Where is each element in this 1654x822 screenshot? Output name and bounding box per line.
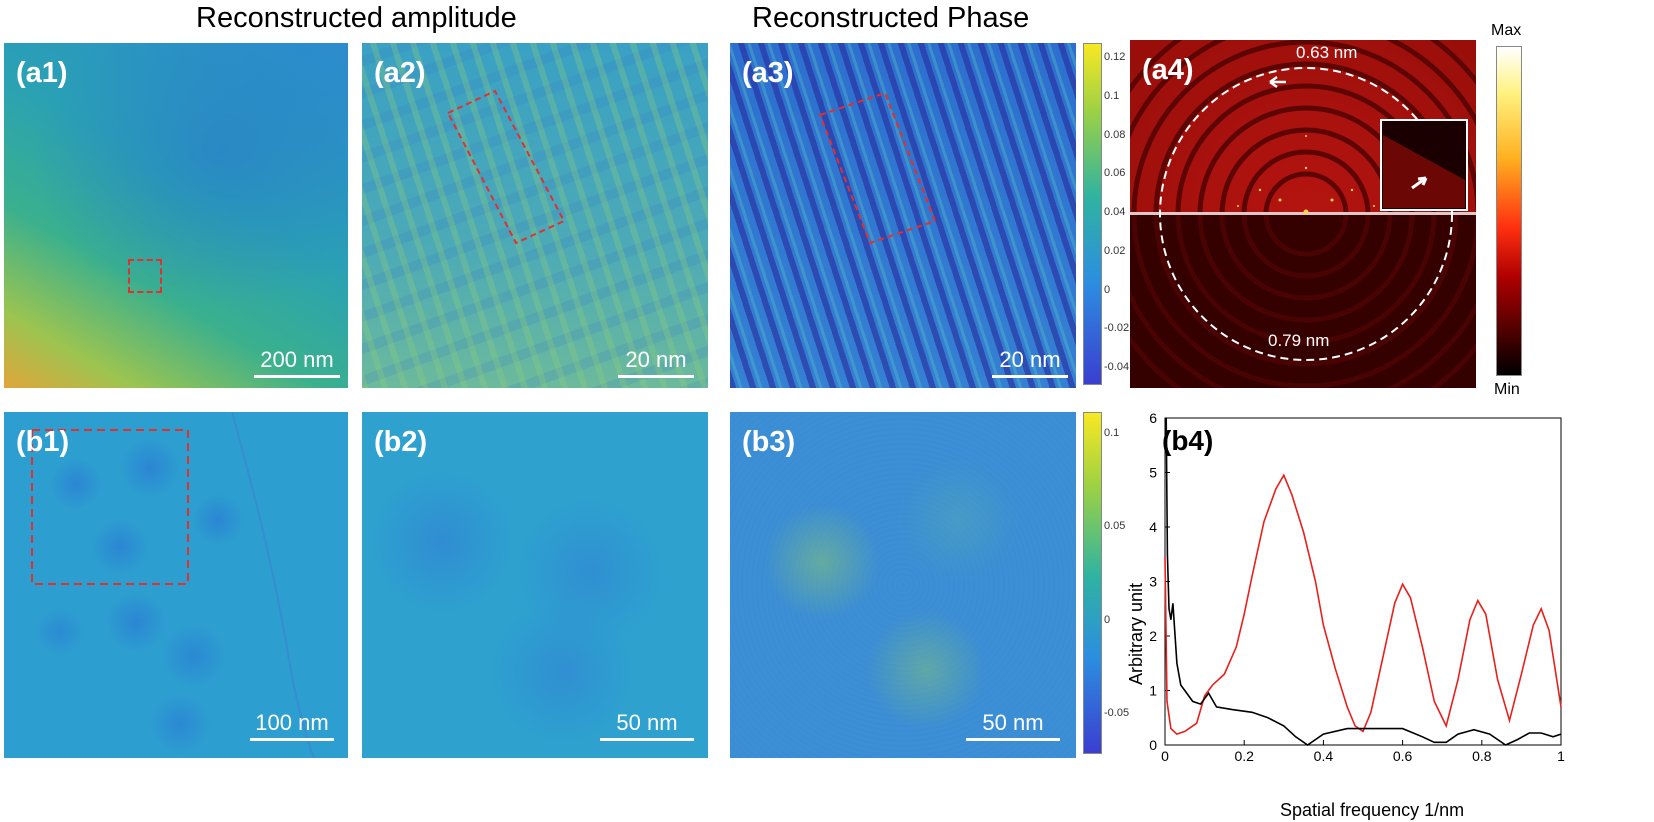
scale-bar-b2: 50 nm bbox=[600, 710, 694, 741]
colorbar-tick: 0.02 bbox=[1104, 244, 1126, 257]
panel-b2: (b2) 50 nm bbox=[362, 412, 708, 758]
colorbar-tick: 0.04 bbox=[1104, 206, 1126, 218]
rings-bottom bbox=[1130, 215, 1476, 388]
panel-a3: (a3) 20 nm bbox=[730, 43, 1076, 388]
panel-a4: 0.63 nm 0.79 nm (a4) bbox=[1130, 40, 1476, 388]
resolution-ring bbox=[1159, 67, 1453, 361]
colorbar-b3 bbox=[1083, 412, 1102, 754]
roi-box-a2 bbox=[446, 89, 566, 245]
y-axis-label: Arbitrary unit bbox=[1126, 583, 1146, 685]
scale-label: 50 nm bbox=[616, 710, 678, 735]
colorbar-tick: 0.1 bbox=[1104, 427, 1120, 439]
scale-bar-a1: 200 nm bbox=[254, 347, 340, 378]
series-line-black bbox=[1165, 417, 1562, 746]
x-tick-label: 0.6 bbox=[1393, 748, 1413, 764]
bragg-spots bbox=[1237, 135, 1375, 215]
scale-label: 20 nm bbox=[625, 347, 687, 372]
grid-edge bbox=[231, 412, 315, 758]
panel-label: (b1) bbox=[16, 426, 70, 458]
scale-bar-b3: 50 nm bbox=[966, 710, 1060, 741]
panel-label: (b4) bbox=[1162, 425, 1213, 456]
colorbar-tick: -0.04 bbox=[1104, 361, 1130, 373]
panel-label: (a2) bbox=[374, 57, 426, 89]
scale-label: 50 nm bbox=[982, 710, 1044, 735]
colorbar-tick: 0.05 bbox=[1104, 520, 1126, 533]
colorbar-a3 bbox=[1083, 43, 1102, 385]
roi-box-a3 bbox=[818, 91, 937, 245]
scale-label: 200 nm bbox=[260, 347, 334, 372]
panel-label: (a1) bbox=[16, 57, 68, 89]
y-tick-label: 2 bbox=[1149, 628, 1157, 644]
colorbar-tick: 0.08 bbox=[1104, 128, 1126, 141]
panel-label: (b3) bbox=[742, 426, 796, 458]
amplitude-header: Reconstructed amplitude bbox=[196, 2, 517, 34]
panel-a2: (a2) 20 nm bbox=[362, 43, 708, 388]
chart-b4: (b4) Spatial frequency 1/nm Arbitrary un… bbox=[1126, 410, 1565, 820]
scale-label: 100 nm bbox=[255, 710, 329, 735]
colorbar-tick: 0 bbox=[1104, 613, 1111, 626]
y-tick-label: 0 bbox=[1149, 737, 1157, 753]
scale-bar-a2: 20 nm bbox=[618, 347, 694, 378]
scale-bar-b1: 100 nm bbox=[250, 710, 334, 741]
ring-label-outer: 0.79 nm bbox=[1268, 331, 1329, 350]
fft-bottom-half bbox=[1130, 215, 1476, 388]
colorbar-tick: 0.1 bbox=[1104, 89, 1120, 102]
cmap-max-label: Max bbox=[1491, 22, 1522, 39]
y-tick-label: 4 bbox=[1149, 519, 1157, 535]
colorbar-tick: -0.02 bbox=[1104, 322, 1130, 335]
scale-bar-a3: 20 nm bbox=[992, 347, 1068, 378]
colorbar-tick: 0.06 bbox=[1104, 167, 1126, 180]
colorbar-a4 bbox=[1496, 46, 1522, 376]
colorbar-tick: 0 bbox=[1104, 283, 1111, 296]
x-tick-label: 0.4 bbox=[1314, 748, 1334, 764]
x-axis-label: Spatial frequency 1/nm bbox=[1280, 800, 1464, 820]
colorbar-tick: -0.05 bbox=[1104, 707, 1130, 719]
x-tick-label: 0.8 bbox=[1472, 748, 1492, 764]
y-tick-label: 5 bbox=[1149, 465, 1157, 481]
inset-arrow-icon bbox=[1411, 176, 1428, 190]
colorbar-tick: 0.12 bbox=[1104, 51, 1126, 63]
split-line bbox=[1130, 212, 1476, 215]
panel-label: (a3) bbox=[742, 57, 794, 89]
panel-label: (b2) bbox=[374, 426, 428, 458]
panel-b1: (b1) 100 nm bbox=[4, 412, 348, 758]
zoom-box-b1 bbox=[31, 429, 189, 585]
b1-overlay bbox=[31, 412, 315, 758]
arrow-icon bbox=[1269, 75, 1286, 89]
rings-top bbox=[1130, 40, 1476, 213]
ring-label-inner: 0.63 nm bbox=[1296, 43, 1357, 62]
x-tick-label: 1 bbox=[1557, 748, 1565, 764]
y-tick-label: 6 bbox=[1149, 410, 1157, 426]
scale-label: 20 nm bbox=[999, 347, 1061, 372]
y-tick-label: 3 bbox=[1149, 574, 1157, 590]
phase-header: Reconstructed Phase bbox=[752, 2, 1030, 34]
inset-texture bbox=[1383, 135, 1465, 208]
panel-b3: (b3) 50 nm bbox=[730, 412, 1076, 758]
panel-label: (a4) bbox=[1142, 54, 1194, 86]
x-tick-label: 0.2 bbox=[1234, 748, 1254, 764]
panel-a1: (a1) 200 nm bbox=[4, 43, 348, 388]
series-line-red bbox=[1164, 473, 1562, 736]
zoom-box-a1 bbox=[128, 259, 162, 293]
y-tick-label: 1 bbox=[1149, 683, 1157, 699]
cmap-min-label: Min bbox=[1494, 381, 1520, 398]
x-tick-label: 0 bbox=[1161, 748, 1169, 764]
